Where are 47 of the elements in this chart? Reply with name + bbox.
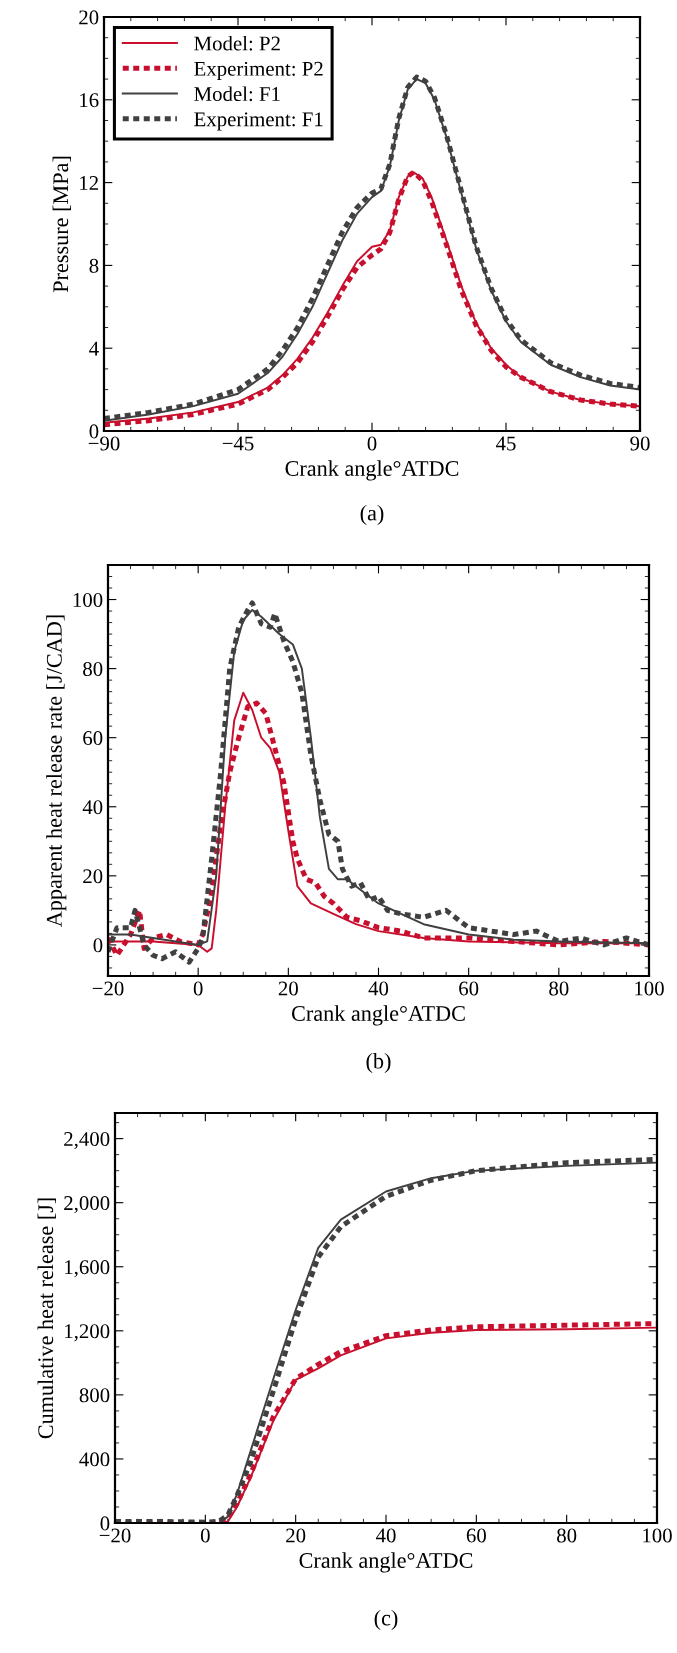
- x-tick-label: 60: [466, 1528, 486, 1543]
- x-tick-label: 80: [549, 981, 569, 996]
- y-axis-title: Cumulative heat release [J]: [37, 1198, 56, 1439]
- legend-label: Experiment: F1: [194, 112, 323, 131]
- x-tick-label: 0: [367, 436, 377, 451]
- x-tick-label: 0: [193, 981, 203, 996]
- text: (b): [366, 1052, 391, 1074]
- x-axis-title: Crank angle°ATDC: [299, 1552, 473, 1573]
- x-tick-label: 100: [635, 981, 664, 996]
- x-tick-label: 80: [557, 1528, 577, 1543]
- y-tick-label: 1,600: [65, 1260, 110, 1278]
- x-tick-label: 20: [286, 1528, 306, 1543]
- y-tick-label: 2,400: [64, 1132, 110, 1150]
- x-tick-label: −45: [222, 436, 254, 451]
- x-tick-label: 45: [495, 436, 516, 451]
- y-tick-label: 100: [73, 592, 103, 607]
- x-tick-label: 0: [200, 1528, 210, 1543]
- text: (c): [374, 1609, 398, 1631]
- y-tick-label: 12: [80, 176, 98, 190]
- y-tick-label: 0: [93, 938, 103, 953]
- y-tick-label: 60: [83, 731, 103, 746]
- y-tick-label: 20: [83, 869, 103, 884]
- y-tick-label: 16: [80, 93, 99, 108]
- legend-label: Experiment: P2: [194, 61, 323, 81]
- x-tick-label: 40: [375, 1528, 396, 1543]
- y-tick-label: 20: [79, 10, 99, 25]
- legend-label: Model: F1: [194, 86, 280, 102]
- x-tick-label: −20: [92, 981, 124, 996]
- y-tick-label: 800: [79, 1388, 110, 1403]
- x-tick-label: 90: [630, 436, 650, 451]
- y-tick-label: 4: [89, 341, 99, 356]
- y-tick-label: 400: [79, 1452, 110, 1467]
- y-tick-label: 1,200: [65, 1324, 110, 1342]
- x-tick-label: 60: [459, 981, 479, 996]
- x-axis-title: Crank angle°ATDC: [291, 1005, 465, 1026]
- y-axis-title: Apparent heat release rate [J/CAD]: [46, 615, 67, 927]
- x-axis-title: Crank angle°ATDC: [285, 460, 459, 481]
- y-axis-title: Pressure [MPa]: [52, 156, 71, 293]
- y-tick-label: 8: [89, 258, 99, 273]
- x-tick-label: 20: [278, 981, 298, 996]
- y-tick-label: 40: [82, 800, 103, 815]
- y-tick-label: 2,000: [64, 1196, 110, 1214]
- legend-label: Model: P2: [194, 35, 280, 51]
- y-tick-label: 80: [83, 661, 103, 677]
- text: (a): [360, 504, 384, 526]
- x-tick-label: 40: [368, 981, 389, 996]
- x-tick-label: 100: [643, 1528, 672, 1543]
